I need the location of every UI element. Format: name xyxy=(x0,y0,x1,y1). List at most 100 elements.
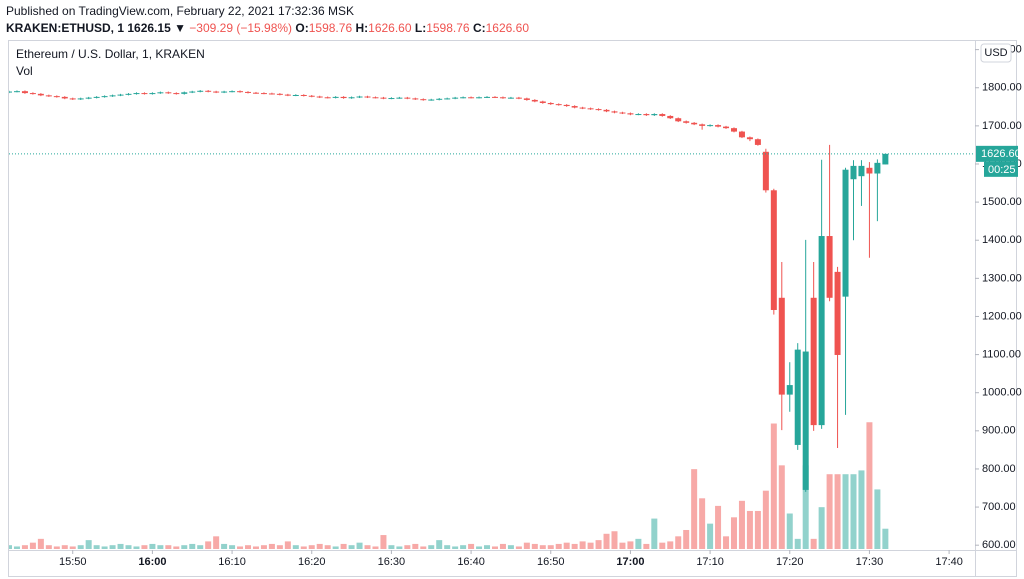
candle-body xyxy=(802,351,809,490)
volume-bar xyxy=(730,517,737,549)
volume-bar xyxy=(412,543,419,549)
candle-body xyxy=(675,118,682,122)
x-tick-label: 17:40 xyxy=(935,556,963,568)
candle-body xyxy=(157,92,164,94)
candle-body xyxy=(754,139,761,145)
x-tick-label: 16:00 xyxy=(138,556,166,568)
candle-body xyxy=(380,97,387,99)
candle-body xyxy=(428,99,435,101)
candle-body xyxy=(149,93,156,95)
candle-body xyxy=(810,297,817,426)
candle-body xyxy=(53,96,60,98)
candle-body xyxy=(723,126,730,129)
volume-bar xyxy=(221,543,228,549)
candle-body xyxy=(882,153,889,165)
volume-bar xyxy=(635,538,642,549)
candle-body xyxy=(260,93,267,95)
candle-body xyxy=(547,102,554,105)
candle-body xyxy=(300,94,307,96)
candle-body xyxy=(29,93,36,95)
candle-body xyxy=(173,93,180,95)
volume-bar xyxy=(794,538,801,549)
volume-bar xyxy=(723,536,730,549)
volume-bar xyxy=(874,489,881,549)
volume-bar xyxy=(444,545,451,549)
candle-body xyxy=(404,97,411,99)
volume-bar xyxy=(802,465,809,549)
candle-body xyxy=(770,190,777,310)
volume-bar xyxy=(356,542,363,549)
candle-body xyxy=(611,111,618,113)
candle-body xyxy=(45,95,52,97)
candle-body xyxy=(555,104,562,106)
candle-body xyxy=(436,98,443,100)
candle-body xyxy=(571,106,578,108)
volume-bar xyxy=(348,545,355,549)
volume-bar xyxy=(818,507,825,549)
volume-bar xyxy=(125,545,132,549)
volume-bar xyxy=(515,546,522,549)
last: 1626.15 ▼ xyxy=(127,21,186,35)
volume-bar xyxy=(229,545,236,549)
candle-body xyxy=(221,91,228,93)
candle-body xyxy=(141,93,148,95)
volume-bar xyxy=(181,545,188,549)
candle-body xyxy=(245,91,252,93)
volume-bar xyxy=(595,540,602,549)
volume-bar xyxy=(396,546,403,549)
candle-body xyxy=(651,114,658,116)
volume-bar xyxy=(810,538,817,549)
volume-bar xyxy=(213,536,220,549)
candle-body xyxy=(13,91,20,93)
candle-body xyxy=(268,93,275,95)
candle-body xyxy=(189,91,196,93)
last-price-box xyxy=(976,145,1018,162)
volume-bar xyxy=(404,545,411,549)
candle-body xyxy=(643,114,650,116)
currency-label: USD xyxy=(984,47,1007,59)
volume-bar xyxy=(85,540,92,549)
candle-body xyxy=(842,169,849,297)
volume-bar xyxy=(468,543,475,549)
volume-bar xyxy=(37,538,44,549)
x-tick-label: 17:10 xyxy=(696,556,724,568)
y-tick-label: 700.00 xyxy=(982,501,1016,513)
volume-bar xyxy=(237,546,244,549)
currency-badge xyxy=(980,43,1012,63)
candle-body xyxy=(786,385,793,395)
last-price-label: 1626.60 xyxy=(981,148,1021,160)
volume-bar xyxy=(715,505,722,549)
volume-bar xyxy=(826,474,833,549)
volume-bar xyxy=(420,546,427,549)
volume-bar xyxy=(141,545,148,549)
volume-bar xyxy=(45,545,52,549)
open: 1598.76 xyxy=(308,21,353,35)
candle-body xyxy=(252,92,259,94)
volume-bar xyxy=(850,474,857,549)
volume-bar xyxy=(157,545,164,549)
volume-bar xyxy=(547,545,554,549)
candle-body xyxy=(746,137,753,140)
candle-body xyxy=(229,91,236,93)
volume-bar xyxy=(579,541,586,549)
frame xyxy=(8,40,1017,577)
candle-body xyxy=(133,93,140,95)
volume-bar xyxy=(611,531,618,549)
volume-bar xyxy=(563,542,570,549)
candle-body xyxy=(579,107,586,109)
candle-body xyxy=(826,236,833,298)
volume-bar xyxy=(738,500,745,549)
volume-bar xyxy=(205,541,212,549)
countdown-label: 00:25 xyxy=(988,164,1016,176)
volume-bar xyxy=(699,498,706,549)
x-tick-label: 16:10 xyxy=(218,556,246,568)
volume-bar xyxy=(21,545,28,549)
candle-body xyxy=(738,131,745,138)
volume-bar xyxy=(452,546,459,549)
candle-body xyxy=(460,97,467,99)
volume-bar xyxy=(858,470,865,549)
volume-pane xyxy=(9,422,889,549)
y-tick-label: 1700.00 xyxy=(982,120,1022,132)
volume-bar xyxy=(603,533,610,549)
